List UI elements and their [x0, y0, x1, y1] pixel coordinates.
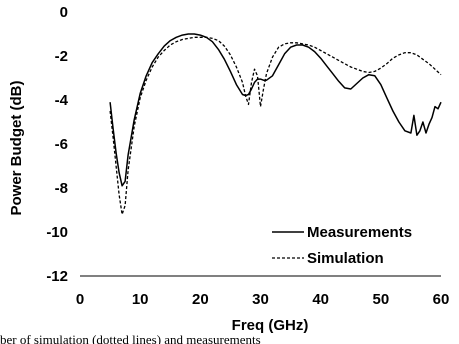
y-axis-tick-labels: 0 -2 -4 -6 -8 -10 -12	[46, 4, 68, 285]
plot-lines	[109, 33, 442, 216]
y-tick-label: -2	[55, 48, 68, 65]
figure-caption: ber of simulation (dotted lines) and mea…	[0, 333, 261, 344]
power-budget-chart: 0 -2 -4 -6 -8 -10 -12 0 10 20 30 40 50 60 Power Budg…	[8, 4, 450, 333]
x-tick-label: 30	[252, 291, 269, 308]
y-axis-title: Power Budget (dB)	[8, 81, 25, 216]
x-tick-label: 20	[192, 291, 209, 308]
legend-label-simulation: Simulation	[307, 250, 384, 267]
x-axis-tick-labels: 0 10 20 30 40 50 60	[76, 291, 450, 308]
series-line-simulation	[109, 36, 442, 216]
x-axis-title: Freq (GHz)	[232, 317, 309, 333]
y-tick-label: -12	[46, 268, 68, 285]
y-tick-label: -6	[55, 136, 68, 153]
x-tick-label: 40	[312, 291, 329, 308]
series-line-measurements	[109, 33, 442, 187]
legend-label-measurements: Measurements	[307, 224, 412, 241]
y-tick-label: -10	[46, 224, 68, 241]
y-tick-label: -4	[55, 92, 69, 109]
x-tick-label: 60	[433, 291, 450, 308]
y-tick-label: -8	[55, 180, 68, 197]
x-tick-label: 0	[76, 291, 84, 308]
x-tick-label: 10	[132, 291, 149, 308]
legend: Measurements Simulation	[272, 224, 412, 267]
x-tick-label: 50	[372, 291, 389, 308]
y-tick-label: 0	[60, 4, 68, 21]
